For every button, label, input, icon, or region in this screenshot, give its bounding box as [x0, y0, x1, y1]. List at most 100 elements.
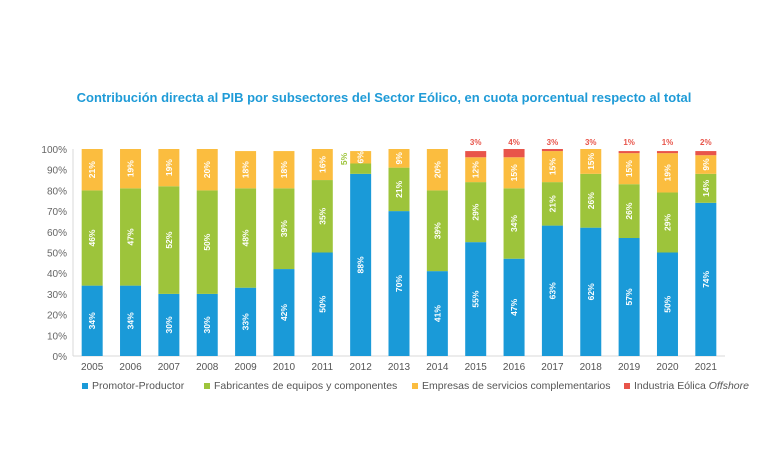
data-label: 29% [662, 214, 672, 231]
data-label: 63% [547, 282, 557, 299]
legend: Promotor-Productor Fabricantes de equipo… [82, 380, 749, 392]
data-label: 42% [279, 304, 289, 321]
data-label: 19% [164, 159, 174, 176]
data-label: 62% [586, 283, 596, 300]
bar-segment [158, 293, 180, 356]
bar-segment [656, 192, 678, 253]
x-tick-label: 2012 [350, 362, 373, 373]
bar-segment [465, 151, 487, 158]
data-label: 21% [394, 180, 404, 197]
bar-segment [196, 149, 218, 191]
bar-segment [618, 184, 640, 239]
bar-segment [311, 180, 333, 253]
bar-segment [120, 285, 142, 356]
bar-segment [426, 149, 448, 191]
legend-item-offshore: Industria Eólica Offshore [624, 380, 749, 392]
data-label: 35% [317, 207, 327, 224]
legend-item-promotor: Promotor-Productor [82, 380, 204, 392]
bar-segment [388, 167, 410, 212]
data-label: 18% [279, 161, 289, 178]
bar-segment [273, 269, 295, 356]
data-label: 4% [508, 138, 520, 147]
bar-segment [503, 149, 525, 158]
legend-label-text: Industria Eólica [634, 380, 709, 392]
bar-segment [541, 149, 563, 152]
data-label: 50% [202, 233, 212, 250]
data-label: 9% [701, 158, 711, 171]
legend-label: Fabricantes de equipos y componentes [214, 380, 398, 392]
data-label: 47% [126, 228, 136, 245]
bar-segment [196, 190, 218, 294]
x-tick-label: 2017 [541, 362, 564, 373]
data-label: 41% [432, 305, 442, 322]
data-label: 74% [701, 270, 711, 287]
legend-item-empresas: Empresas de servicios complementarios [412, 380, 624, 392]
data-label: 21% [547, 195, 557, 212]
bar-segment [541, 225, 563, 356]
bar-segment [580, 227, 602, 356]
bar-segment [120, 188, 142, 286]
legend-swatch-offshore [624, 383, 630, 389]
data-label: 21% [87, 161, 97, 178]
bar-segment [541, 151, 563, 183]
data-label: 19% [662, 164, 672, 181]
y-tick-label: 50% [47, 249, 67, 260]
data-label: 26% [624, 202, 634, 219]
data-label: 20% [202, 161, 212, 178]
bar-segment [695, 155, 717, 174]
data-label: 26% [586, 192, 596, 209]
data-label: 3% [547, 138, 559, 147]
legend-label: Empresas de servicios complementarios [422, 380, 611, 392]
data-label: 30% [164, 316, 174, 333]
x-tick-label: 2013 [388, 362, 411, 373]
data-label: 9% [394, 152, 404, 165]
y-tick-label: 70% [47, 207, 67, 218]
y-tick-label: 60% [47, 228, 67, 239]
x-tick-label: 2005 [81, 362, 104, 373]
data-label: 20% [432, 161, 442, 178]
data-label: 34% [509, 215, 519, 232]
bar-segment [350, 163, 372, 174]
data-label: 15% [547, 158, 557, 175]
x-tick-label: 2009 [234, 362, 257, 373]
bar-segment [350, 151, 372, 164]
x-tick-label: 2016 [503, 362, 526, 373]
x-tick-label: 2007 [158, 362, 181, 373]
y-tick-label: 90% [47, 166, 67, 177]
legend-swatch-fabricantes [204, 383, 210, 389]
bar-segment [695, 151, 717, 156]
bar-segment [81, 149, 103, 191]
x-tick-label: 2020 [656, 362, 679, 373]
data-label: 46% [87, 229, 97, 246]
data-label: 70% [394, 275, 404, 292]
x-tick-label: 2011 [312, 362, 334, 373]
bar-segment [656, 151, 678, 154]
x-tick-label: 2015 [465, 362, 488, 373]
data-label: 16% [317, 156, 327, 173]
data-label: 2% [700, 138, 712, 147]
bar-segment [81, 190, 103, 286]
data-label: 15% [509, 164, 519, 181]
legend-swatch-promotor [82, 383, 88, 389]
bar-segment [465, 182, 487, 243]
x-tick-label: 2014 [426, 362, 449, 373]
y-tick-label: 30% [47, 290, 67, 301]
bar-segment [695, 202, 717, 356]
data-label: 3% [585, 138, 597, 147]
bar-segment [426, 271, 448, 356]
legend-item-fabricantes: Fabricantes de equipos y componentes [204, 380, 412, 392]
data-label: 50% [662, 295, 672, 312]
y-tick-label: 10% [47, 331, 67, 342]
y-tick-label: 80% [47, 186, 67, 197]
x-tick-label: 2006 [119, 362, 142, 373]
bar-segment [618, 151, 640, 154]
chart-title: Contribución directa al PIB por subsecto… [76, 90, 692, 105]
data-label: 3% [470, 138, 482, 147]
x-tick-label: 2018 [580, 362, 603, 373]
data-label: 55% [471, 290, 481, 307]
y-tick-label: 0% [53, 352, 68, 363]
y-tick-label: 20% [47, 311, 67, 322]
bar-segment [388, 149, 410, 168]
data-label: 48% [241, 229, 251, 246]
